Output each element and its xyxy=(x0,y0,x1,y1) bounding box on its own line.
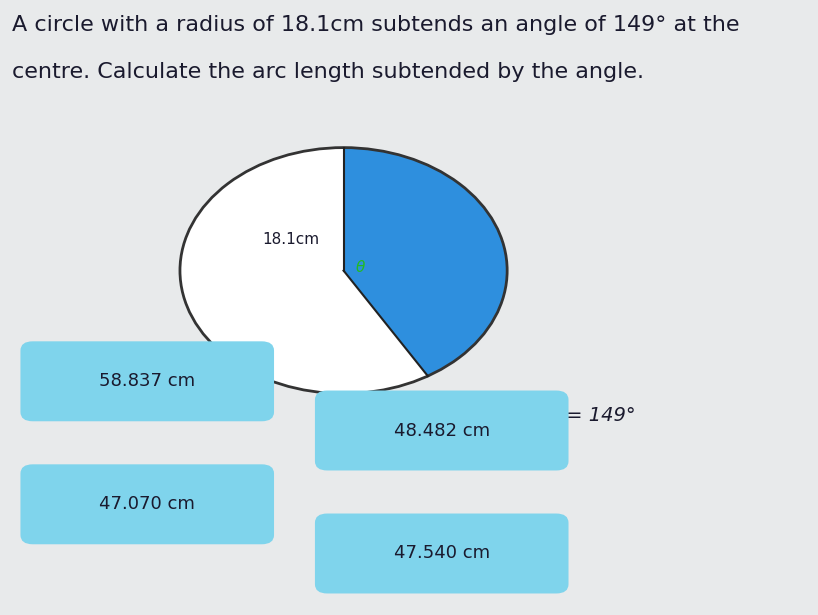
Text: centre. Calculate the arc length subtended by the angle.: centre. Calculate the arc length subtend… xyxy=(12,62,645,82)
Text: 47.070 cm: 47.070 cm xyxy=(99,495,196,514)
Text: 48.482 cm: 48.482 cm xyxy=(393,421,490,440)
Text: θ = 149°: θ = 149° xyxy=(548,406,636,425)
Text: A circle with a radius of 18.1cm subtends an angle of 149° at the: A circle with a radius of 18.1cm subtend… xyxy=(12,15,739,36)
Wedge shape xyxy=(180,148,428,394)
FancyBboxPatch shape xyxy=(20,341,274,421)
Text: 58.837 cm: 58.837 cm xyxy=(99,372,196,391)
FancyBboxPatch shape xyxy=(315,391,569,470)
FancyBboxPatch shape xyxy=(20,464,274,544)
Text: 47.540 cm: 47.540 cm xyxy=(393,544,490,563)
Text: θ: θ xyxy=(356,260,365,275)
FancyBboxPatch shape xyxy=(315,514,569,593)
Text: 18.1cm: 18.1cm xyxy=(262,232,319,247)
Wedge shape xyxy=(344,148,507,376)
